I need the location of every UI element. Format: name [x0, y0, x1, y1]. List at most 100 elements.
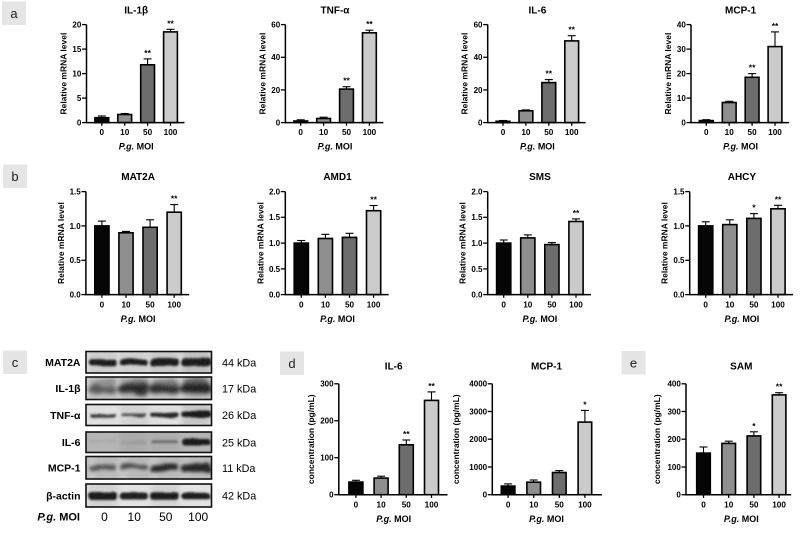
- svg-text:40: 40: [271, 53, 280, 62]
- svg-text:b: b: [11, 169, 18, 184]
- svg-text:concentration (pg/mL): concentration (pg/mL): [306, 394, 316, 484]
- svg-text:100: 100: [578, 501, 592, 510]
- svg-text:100: 100: [565, 128, 579, 137]
- svg-text:20: 20: [72, 21, 81, 30]
- svg-text:40: 40: [677, 21, 686, 30]
- svg-text:1.0: 1.0: [673, 222, 685, 231]
- svg-text:*: *: [583, 399, 587, 409]
- svg-text:**: **: [568, 25, 575, 35]
- svg-text:e: e: [630, 355, 637, 370]
- svg-text:Relative mRNA level: Relative mRNA level: [59, 33, 69, 115]
- svg-text:0.5: 0.5: [471, 265, 483, 274]
- svg-text:P.g. MOI: P.g. MOI: [320, 314, 355, 324]
- svg-text:0: 0: [100, 300, 105, 309]
- svg-text:100: 100: [772, 501, 786, 510]
- svg-text:60: 60: [474, 21, 483, 30]
- svg-text:P.g. MOI: P.g. MOI: [522, 314, 557, 324]
- svg-text:10: 10: [523, 300, 533, 309]
- svg-text:300: 300: [667, 407, 681, 416]
- svg-text:1.5: 1.5: [673, 188, 685, 197]
- svg-text:0: 0: [701, 501, 706, 510]
- svg-text:100: 100: [320, 454, 334, 463]
- svg-text:IL-6: IL-6: [385, 362, 403, 373]
- svg-text:50: 50: [749, 501, 759, 510]
- svg-text:10: 10: [121, 300, 131, 309]
- svg-text:TNF-α: TNF-α: [321, 5, 351, 16]
- svg-text:a: a: [10, 6, 18, 21]
- svg-text:4000: 4000: [469, 380, 487, 389]
- svg-text:**: **: [772, 21, 779, 31]
- svg-text:1.0: 1.0: [471, 239, 483, 248]
- svg-text:0: 0: [299, 300, 304, 309]
- svg-text:0.5: 0.5: [70, 256, 82, 265]
- svg-text:100: 100: [771, 300, 785, 309]
- svg-text:0: 0: [276, 119, 281, 128]
- svg-text:AHCY: AHCY: [728, 172, 757, 183]
- svg-text:100: 100: [363, 128, 377, 137]
- svg-text:1.5: 1.5: [471, 213, 483, 222]
- svg-text:0.0: 0.0: [269, 291, 281, 300]
- svg-text:10: 10: [521, 128, 531, 137]
- svg-text:1.0: 1.0: [70, 222, 82, 231]
- svg-text:42 kDa: 42 kDa: [222, 491, 256, 503]
- svg-text:Relative mRNA level: Relative mRNA level: [255, 202, 265, 284]
- svg-text:10: 10: [677, 94, 686, 103]
- svg-text:Relative mRNA level: Relative mRNA level: [257, 33, 267, 115]
- svg-text:200: 200: [667, 435, 681, 444]
- svg-text:50: 50: [749, 300, 759, 309]
- svg-text:concentration (pg/mL): concentration (pg/mL): [451, 394, 461, 484]
- svg-text:0: 0: [354, 501, 359, 510]
- svg-text:50: 50: [146, 300, 156, 309]
- svg-text:0.5: 0.5: [673, 256, 685, 265]
- svg-text:TNF-α: TNF-α: [50, 410, 81, 422]
- svg-text:50: 50: [544, 128, 554, 137]
- svg-text:0: 0: [501, 300, 506, 309]
- svg-text:26 kDa: 26 kDa: [222, 410, 256, 422]
- svg-text:20: 20: [474, 86, 483, 95]
- svg-text:1000: 1000: [469, 463, 487, 472]
- svg-text:300: 300: [320, 380, 334, 389]
- svg-text:IL-6: IL-6: [62, 437, 81, 449]
- svg-text:0: 0: [703, 300, 708, 309]
- svg-text:concentration (pg/mL): concentration (pg/mL): [652, 394, 662, 484]
- svg-text:0.5: 0.5: [269, 265, 281, 274]
- svg-text:50: 50: [748, 128, 758, 137]
- svg-text:17 kDa: 17 kDa: [222, 383, 256, 395]
- svg-text:**: **: [428, 381, 435, 391]
- svg-text:IL-1β: IL-1β: [124, 5, 148, 16]
- svg-text:**: **: [171, 194, 178, 204]
- svg-text:0.0: 0.0: [673, 291, 685, 300]
- svg-text:10: 10: [725, 300, 735, 309]
- svg-text:P.g. MOI: P.g. MOI: [724, 314, 759, 324]
- svg-text:0: 0: [298, 128, 303, 137]
- svg-text:**: **: [545, 69, 552, 79]
- svg-text:50: 50: [159, 510, 173, 524]
- svg-text:3000: 3000: [469, 407, 487, 416]
- svg-text:d: d: [288, 356, 295, 371]
- svg-text:0.0: 0.0: [70, 291, 82, 300]
- svg-text:60: 60: [271, 21, 280, 30]
- svg-text:10: 10: [120, 128, 130, 137]
- svg-text:**: **: [343, 76, 350, 86]
- svg-text:44 kDa: 44 kDa: [222, 357, 256, 369]
- svg-text:10: 10: [377, 501, 387, 510]
- svg-text:MCP-1: MCP-1: [48, 463, 81, 475]
- svg-text:**: **: [144, 48, 151, 58]
- svg-text:0: 0: [101, 510, 108, 524]
- svg-text:MCP-1: MCP-1: [531, 362, 563, 373]
- svg-text:MCP-1: MCP-1: [725, 5, 757, 16]
- svg-text:50: 50: [402, 501, 412, 510]
- svg-text:0: 0: [506, 501, 511, 510]
- svg-text:2000: 2000: [469, 435, 487, 444]
- svg-text:50: 50: [342, 128, 352, 137]
- svg-text:**: **: [573, 208, 580, 218]
- svg-text:P.g. MOI: P.g. MOI: [37, 512, 80, 524]
- svg-text:15: 15: [72, 45, 81, 54]
- svg-text:10: 10: [128, 510, 142, 524]
- svg-text:0: 0: [483, 491, 488, 500]
- svg-text:50: 50: [345, 300, 355, 309]
- svg-text:**: **: [370, 195, 377, 205]
- svg-text:10: 10: [319, 128, 329, 137]
- svg-text:0: 0: [329, 491, 334, 500]
- svg-text:SAM: SAM: [730, 362, 752, 373]
